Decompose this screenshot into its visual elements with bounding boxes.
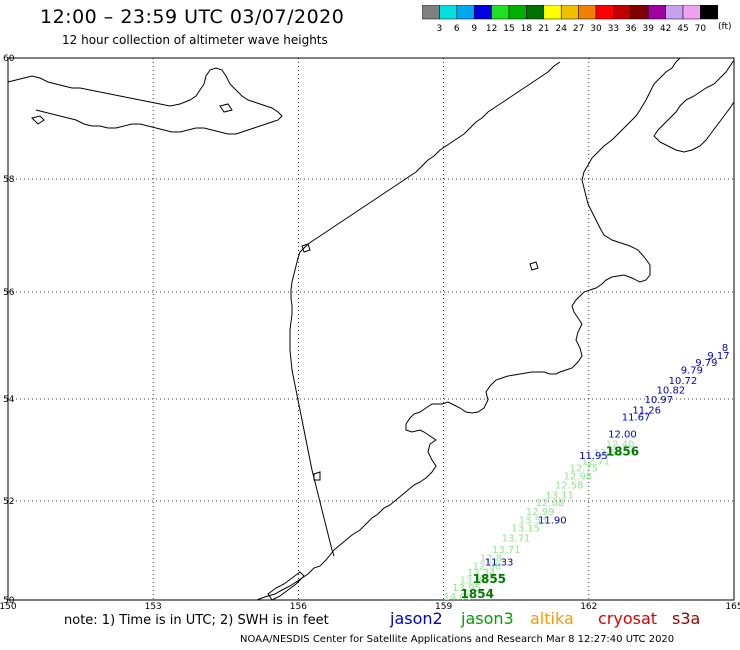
lon-tick-label: 150 bbox=[0, 602, 17, 612]
swh-value: 8 bbox=[722, 343, 728, 354]
swh-value: 12.75 bbox=[569, 463, 598, 474]
legend-label: 12 bbox=[486, 24, 497, 34]
northeast-coastline bbox=[653, 59, 735, 153]
lon-tick-label: 159 bbox=[435, 602, 452, 612]
legend-label: 9 bbox=[471, 24, 477, 34]
note-text: note: 1) Time is in UTC; 2) SWH is in fe… bbox=[64, 613, 329, 628]
swh-value: 13.95 bbox=[452, 583, 481, 594]
swh-value: 11.26 bbox=[632, 405, 661, 416]
cycle-label: 1856 bbox=[606, 445, 639, 459]
lon-tick-label: 153 bbox=[145, 602, 162, 612]
legend-label: 15 bbox=[503, 24, 514, 34]
map-subtitle: 12 hour collection of altimeter wave hei… bbox=[62, 33, 328, 47]
legend-label: 30 bbox=[590, 24, 602, 34]
swh-value: 12.40 bbox=[606, 439, 635, 450]
lat-tick-label: 52 bbox=[3, 497, 14, 507]
swh-value: 13.15 bbox=[511, 524, 540, 535]
swh-value: 11.67 bbox=[622, 412, 651, 423]
swh-value: 9.17 bbox=[707, 351, 729, 362]
swh-value: 14.08 bbox=[444, 592, 473, 603]
swh-value: 12.68 bbox=[536, 498, 565, 509]
map-frame bbox=[7, 57, 735, 601]
legend-label: 18 bbox=[521, 24, 533, 34]
swh-value: 13.11 bbox=[545, 490, 574, 501]
island bbox=[267, 571, 305, 601]
legend-label: 42 bbox=[660, 24, 671, 34]
swh-value: 12.54 bbox=[594, 448, 623, 459]
mission-s3a: s3a bbox=[672, 609, 701, 628]
legend-label: 39 bbox=[642, 24, 654, 34]
swh-value: 12.58 bbox=[555, 480, 584, 491]
legend-label: 3 bbox=[437, 24, 443, 34]
swh-value: 10.97 bbox=[644, 395, 673, 406]
swh-value: 12.98 bbox=[564, 472, 593, 483]
okhotsk-north-coastline bbox=[7, 67, 283, 135]
swh-value: 11.33 bbox=[485, 557, 514, 568]
island bbox=[301, 243, 311, 253]
mission-altika: altika bbox=[530, 609, 574, 628]
mission-cryosat: cryosat bbox=[598, 609, 658, 628]
lat-tick-label: 50 bbox=[3, 596, 15, 606]
mission-jason3: jason3 bbox=[461, 609, 514, 628]
swh-value: 9.79 bbox=[681, 365, 703, 376]
swh-value: 10.82 bbox=[657, 386, 686, 397]
legend-swatch bbox=[700, 5, 719, 20]
swh-value: 12.8 bbox=[480, 553, 502, 564]
coastline bbox=[7, 57, 735, 601]
swh-value: 12.98 bbox=[473, 561, 502, 572]
lat-tick-label: 58 bbox=[3, 175, 15, 185]
swh-value: 9.79 bbox=[695, 358, 717, 369]
swh-value: 12.99 bbox=[526, 507, 555, 518]
legend-label: 70 bbox=[695, 24, 707, 34]
footer-credit: NOAA/NESDIS Center for Satellite Applica… bbox=[240, 634, 675, 645]
swh-value: 13.81 bbox=[460, 576, 489, 587]
legend-label: 21 bbox=[538, 24, 549, 34]
lon-tick-label: 165 bbox=[725, 602, 740, 612]
legend-label: 24 bbox=[555, 24, 567, 34]
swh-value: 11.95 bbox=[579, 451, 608, 462]
kamchatka-west-coastline bbox=[289, 61, 561, 557]
cycle-label: 1854 bbox=[461, 587, 494, 601]
island bbox=[31, 115, 45, 125]
legend-label: 6 bbox=[454, 24, 460, 34]
kamchatka-coastline bbox=[256, 57, 681, 601]
altimeter-tracks: 14.0813.9513.8113.3412.9812.813.7113.711… bbox=[444, 343, 730, 603]
swh-value: 12.71 bbox=[582, 456, 611, 467]
swh-value: 13.34 bbox=[467, 568, 496, 579]
cycle-label: 1855 bbox=[473, 572, 506, 586]
lon-tick-label: 156 bbox=[290, 602, 307, 612]
lat-tick-label: 54 bbox=[3, 395, 15, 405]
legend-label: 36 bbox=[625, 24, 637, 34]
swh-value: 11.90 bbox=[538, 515, 567, 526]
lon-tick-label: 162 bbox=[580, 602, 597, 612]
island bbox=[313, 471, 321, 481]
swh-value: 10.72 bbox=[669, 376, 698, 387]
swh-value: 13.53 bbox=[519, 515, 548, 526]
graticule bbox=[7, 57, 735, 601]
swh-value: 13.71 bbox=[502, 534, 531, 545]
island bbox=[529, 261, 539, 271]
lat-tick-label: 56 bbox=[3, 288, 15, 298]
swh-value: 12.00 bbox=[608, 429, 637, 440]
mission-jason2: jason2 bbox=[390, 609, 443, 628]
map-title: 12:00 – 23:59 UTC 03/07/2020 bbox=[40, 6, 345, 28]
legend-label: 45 bbox=[677, 24, 688, 34]
axis-labels: 150 153 156 159 162 165 60 58 56 54 52 50 bbox=[0, 54, 740, 612]
legend-label: 33 bbox=[608, 24, 619, 34]
lat-tick-label: 60 bbox=[3, 54, 15, 64]
color-legend: 3 6 9 12 15 18 21 24 27 30 33 36 39 42 45 70 bbox=[422, 5, 719, 34]
legend-label: 27 bbox=[573, 24, 584, 34]
legend-unit: (ft) bbox=[718, 22, 732, 32]
swh-value: 13.71 bbox=[492, 545, 521, 556]
island bbox=[219, 103, 233, 113]
